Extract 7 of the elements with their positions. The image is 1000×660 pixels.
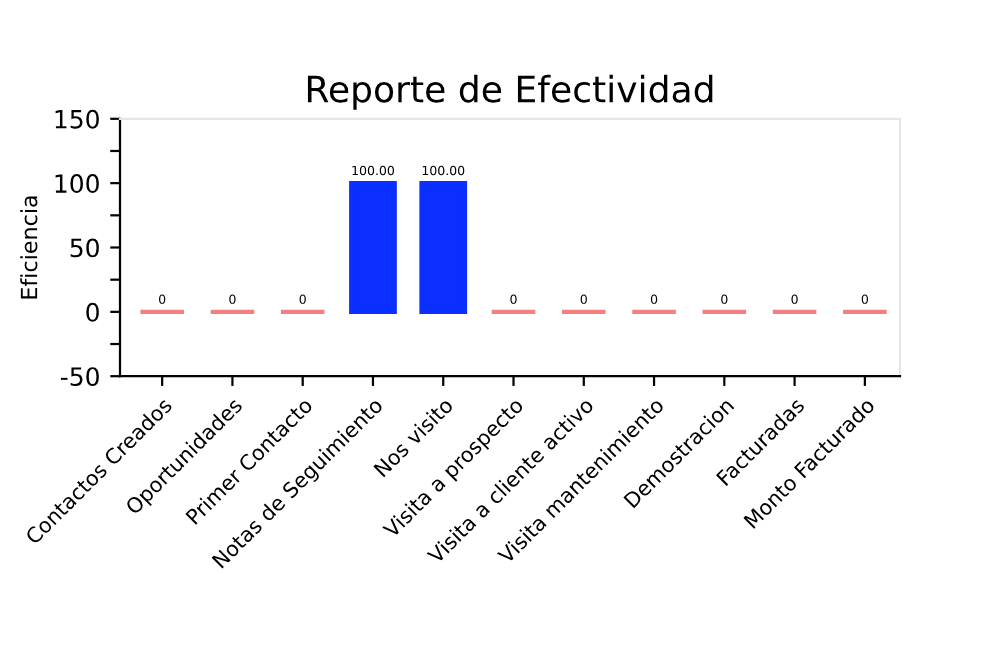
y-tick-label: 150 (55, 109, 99, 129)
chart-title: Reporte de Efectividad (307, 74, 713, 110)
y-tick-label: 0 (86, 302, 99, 322)
y-tick-label: -50 (60, 367, 99, 387)
y-axis-title: Eficiencia (20, 196, 38, 299)
y-tick-label: 100 (55, 174, 99, 193)
y-tick-label: 50 (70, 238, 99, 258)
